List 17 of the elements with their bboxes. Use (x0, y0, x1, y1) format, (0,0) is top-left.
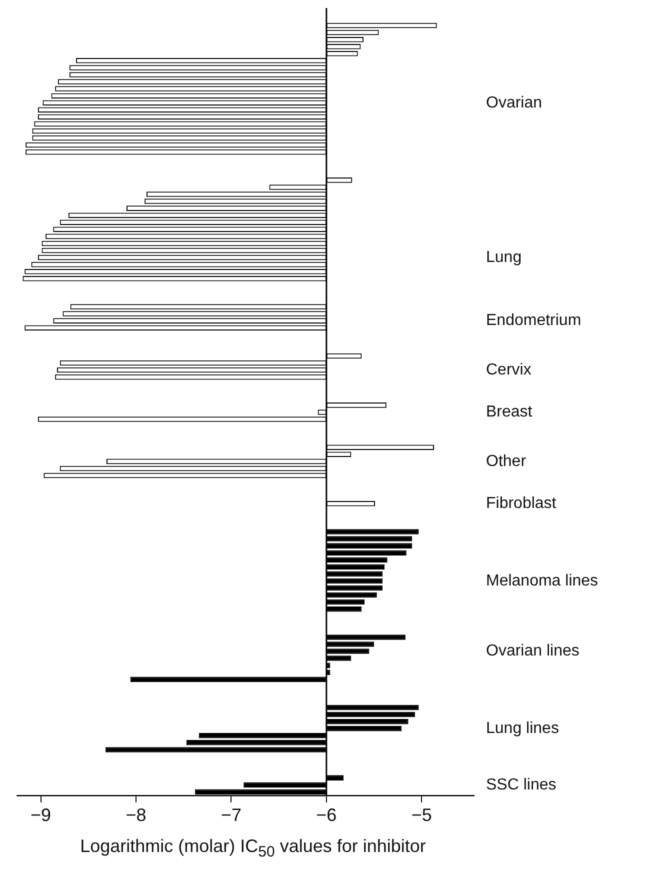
y-tick-label: Endometrium (486, 312, 582, 330)
x-tick-label: −7 (220, 805, 242, 826)
y-tick-label: Cervix (486, 361, 532, 378)
y-tick-label: Breast (486, 404, 533, 421)
x-axis-title: Logarithmic (molar) IC$_{50}$ values for inhibitor (79, 836, 427, 861)
y-tick-label: Lung lines (486, 720, 559, 738)
y-tick-label: Ovarian lines (486, 642, 580, 660)
x-tick-label: −6 (316, 805, 337, 826)
y-tick-label: Lung (486, 248, 522, 266)
x-tick-label: −9 (30, 805, 52, 826)
y-tick-label: Ovarian (486, 94, 542, 112)
y-tick-label: SSC lines (486, 776, 556, 794)
x-tick-label: −8 (126, 805, 146, 826)
y-tick-label: Fibroblast (486, 495, 557, 512)
y-tick-label: Other (486, 452, 527, 470)
y-tick-label: Melanoma lines (486, 572, 598, 590)
x-tick-label: −5 (411, 805, 432, 826)
